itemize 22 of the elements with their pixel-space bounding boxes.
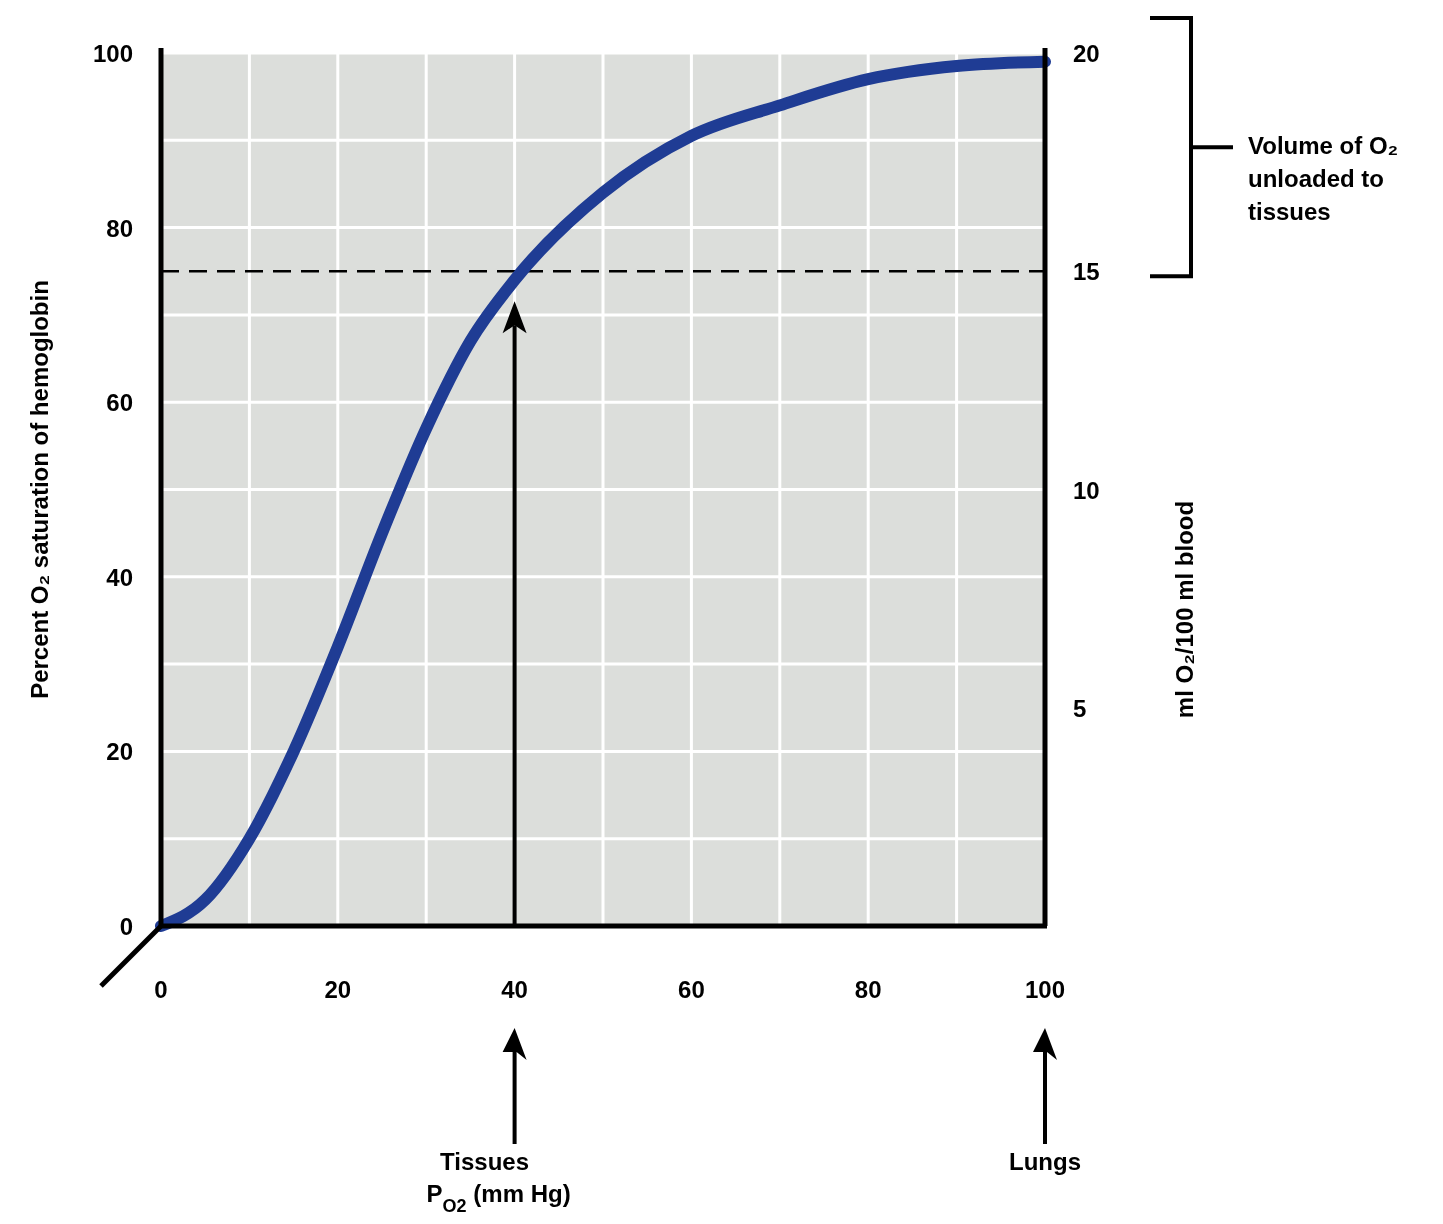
x-tick-label: 20 (324, 976, 352, 1003)
y-tick-label: 0 (119, 913, 133, 940)
x-tick-label: 0 (154, 976, 168, 1003)
y2-tick-label: 20 (1073, 40, 1100, 67)
x-tick-label: 100 (1024, 976, 1066, 1003)
x-tick-label: 60 (678, 976, 705, 1003)
y2-tick-label: 10 (1073, 476, 1100, 504)
x-tick-label: 40 (501, 976, 528, 1003)
y2-axis-title: ml O₂/100 ml blood (1171, 500, 1198, 719)
y-tick-label: 60 (106, 389, 133, 417)
y-tick-label: 20 (106, 738, 133, 766)
text: Lungs (1009, 1148, 1081, 1175)
x-tick-label: 80 (854, 976, 882, 1003)
ref-line-label: Tissues (440, 1148, 530, 1175)
text: P$_{O2}$ (mm Hg) (426, 1180, 571, 1216)
y-tick-label: 40 (106, 563, 133, 591)
y-tick-label: 80 (106, 214, 133, 242)
y2-tick-label: 15 (1073, 258, 1100, 286)
y-axis-title: Percent O₂ saturation of hemoglobin (26, 280, 53, 699)
y2-tick-label: 5 (1073, 694, 1087, 722)
y-tick-label: 100 (92, 40, 133, 67)
text: Volume of O₂ unloaded to tissues (1248, 132, 1399, 226)
